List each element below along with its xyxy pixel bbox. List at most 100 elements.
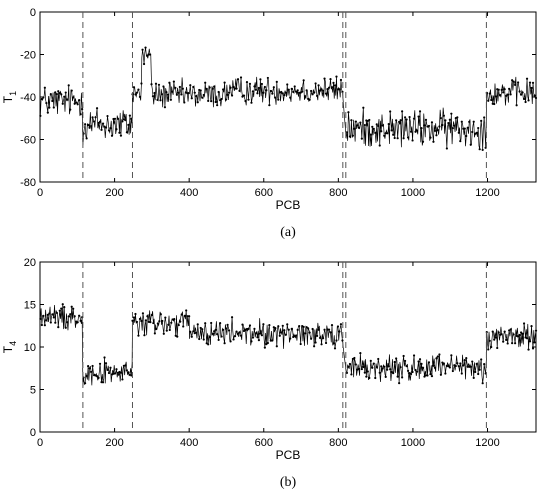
y-tick-label: 15: [24, 300, 36, 312]
data-point: [487, 99, 490, 102]
data-point: [182, 325, 185, 328]
data-point: [198, 337, 201, 341]
data-point: [168, 328, 171, 332]
data-point: [371, 366, 374, 369]
data-point: [217, 338, 220, 342]
data-point: [284, 91, 287, 94]
data-point: [292, 90, 295, 93]
data-point: [308, 331, 311, 334]
y-tick-label: 20: [24, 257, 36, 269]
data-point: [107, 129, 111, 132]
data-point: [229, 86, 232, 89]
data-point: [130, 117, 133, 120]
axes-frame: [39, 261, 537, 433]
data-point: [42, 96, 45, 99]
data-point: [411, 139, 414, 142]
data-point: [531, 81, 535, 84]
data-point: [141, 48, 144, 51]
x-tick-label: 0: [37, 187, 43, 199]
data-point: [135, 320, 139, 324]
data-point: [116, 117, 120, 120]
data-point: [196, 101, 199, 104]
data-point: [229, 340, 232, 343]
data-point: [223, 81, 226, 84]
data-point: [512, 333, 515, 336]
data-point: [295, 90, 298, 93]
data-point: [456, 362, 459, 365]
data-point: [91, 364, 94, 368]
data-point: [257, 86, 261, 90]
data-point: [359, 121, 362, 124]
data-point: [257, 339, 261, 342]
data-point: [432, 140, 435, 143]
data-point: [187, 92, 190, 95]
panel-label: (a): [280, 225, 296, 240]
data-point: [418, 110, 422, 113]
data-point: [493, 102, 496, 106]
data-point: [474, 370, 477, 374]
data-point: [448, 366, 451, 369]
data-point: [519, 331, 523, 334]
data-point: [171, 90, 174, 93]
x-tick-label: 800: [329, 437, 347, 449]
data-point: [192, 85, 195, 89]
data-point: [195, 95, 198, 98]
data-point: [160, 93, 164, 96]
data-point: [45, 319, 48, 322]
data-point: [101, 381, 105, 384]
data-point: [232, 85, 235, 89]
data-point: [115, 128, 118, 131]
y-tick-label: 10: [24, 342, 36, 354]
data-point: [97, 376, 100, 379]
data-point: [84, 123, 87, 126]
data-point: [95, 107, 99, 110]
data-point: [451, 369, 454, 373]
data-point: [289, 337, 292, 340]
data-point: [52, 106, 55, 109]
data-point: [87, 364, 90, 368]
data-point: [460, 372, 463, 375]
data-point: [509, 328, 512, 331]
series-line: [40, 47, 537, 150]
data-point: [432, 364, 435, 367]
data-point: [196, 323, 199, 326]
y-tick-label: 0: [30, 7, 36, 19]
data-point: [335, 75, 338, 78]
data-point: [377, 357, 380, 361]
data-point: [531, 347, 535, 350]
data-point: [320, 343, 323, 346]
data-point: [208, 86, 211, 89]
y-tick-label: -20: [20, 50, 36, 62]
data-point: [469, 143, 472, 146]
data-point: [115, 368, 118, 371]
data-point: [281, 324, 284, 327]
data-point: [350, 373, 353, 376]
data-point: [313, 91, 316, 94]
data-point: [477, 126, 480, 130]
data-point: [132, 316, 136, 319]
data-point: [176, 335, 179, 338]
data-point: [311, 327, 314, 331]
data-point: [380, 130, 383, 133]
data-point: [179, 320, 182, 323]
data-point: [360, 137, 363, 140]
data-point: [372, 127, 375, 130]
data-point: [369, 359, 372, 362]
x-tick-label: 600: [255, 437, 273, 449]
data-point: [521, 91, 524, 94]
data-point: [144, 46, 147, 49]
data-point: [517, 81, 520, 84]
data-point: [180, 93, 183, 96]
data-point: [356, 124, 359, 127]
data-point: [268, 104, 271, 107]
data-point: [226, 323, 229, 326]
data-point: [57, 326, 60, 329]
data-point: [49, 93, 52, 96]
data-point: [518, 333, 521, 337]
data-point: [235, 87, 238, 90]
data-point: [127, 123, 130, 126]
data-point: [315, 94, 319, 97]
data-point: [384, 375, 387, 378]
y-tick-label: 5: [30, 385, 36, 397]
data-point: [314, 82, 317, 85]
